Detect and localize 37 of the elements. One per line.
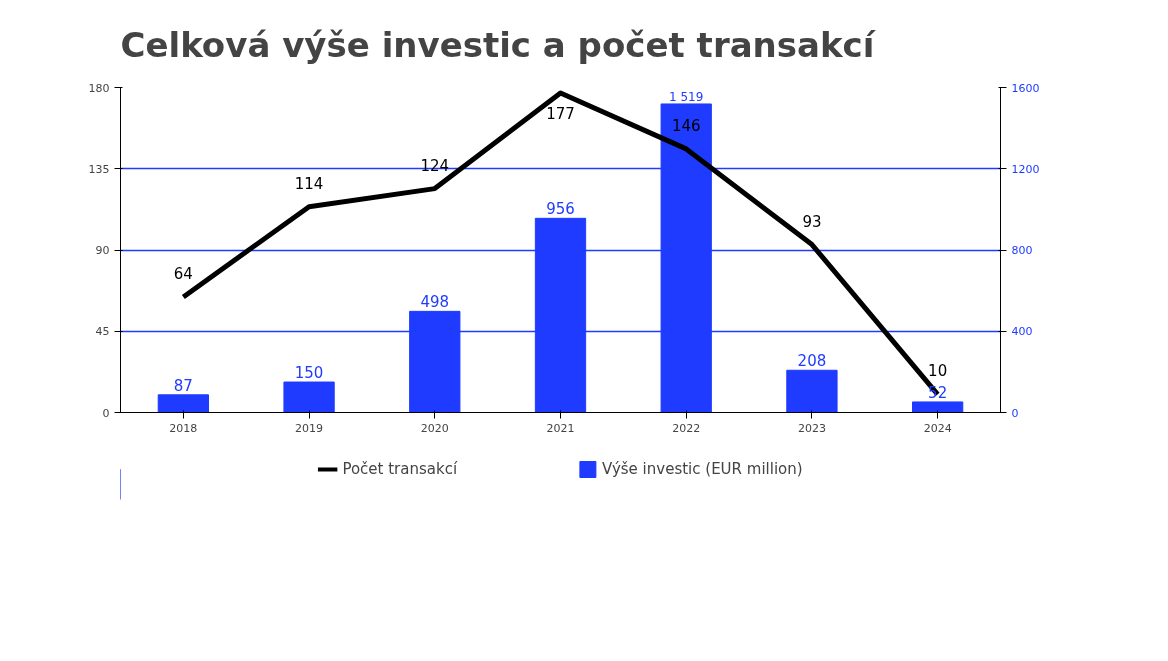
y2-tick-label: 0 <box>1011 406 1019 420</box>
x-tick-label: 2023 <box>797 421 826 435</box>
data-label: 10 <box>928 362 948 381</box>
x-tick-label: 2019 <box>295 421 324 435</box>
data-label: 114 <box>294 174 324 193</box>
data-label: 956 <box>546 200 575 219</box>
data-label: 146 <box>671 116 701 135</box>
x-tick-label: 2018 <box>169 421 198 435</box>
data-label: 498 <box>420 293 450 312</box>
x-tick-label: 2021 <box>546 421 575 435</box>
legend-label: Výše investic (EUR million) <box>602 460 803 478</box>
bar <box>283 381 335 413</box>
data-label: 87 <box>173 376 193 395</box>
y-tick-label: 0 <box>102 406 110 420</box>
data-label: 93 <box>802 212 822 231</box>
y-tick-label: 90 <box>95 244 110 257</box>
data-label: 208 <box>797 352 827 371</box>
y-tick-label: 45 <box>95 325 110 339</box>
y2-tick-label: 1200 <box>1011 162 1040 176</box>
y-tick-label: 135 <box>88 162 110 176</box>
y2-tick-label: 800 <box>1011 244 1033 257</box>
bar <box>912 401 964 413</box>
data-label: 52 <box>928 383 948 402</box>
data-label: 1 519 <box>669 89 704 104</box>
x-tick-label: 2022 <box>672 421 701 435</box>
bar <box>786 369 838 413</box>
x-tick-label: 2020 <box>420 421 449 435</box>
data-label: 64 <box>173 264 193 283</box>
data-label: 150 <box>294 364 324 383</box>
data-label: 177 <box>546 104 575 123</box>
y2-tick-label: 400 <box>1011 325 1033 339</box>
x-tick-label: 2024 <box>923 421 952 435</box>
y-tick-label: 180 <box>88 81 110 95</box>
y2-tick-label: 1600 <box>1011 81 1040 95</box>
bar <box>157 394 209 413</box>
chart-title: Celková výše investic a počet transakcí <box>120 25 877 65</box>
legend-label: Počet transakcí <box>342 460 458 478</box>
